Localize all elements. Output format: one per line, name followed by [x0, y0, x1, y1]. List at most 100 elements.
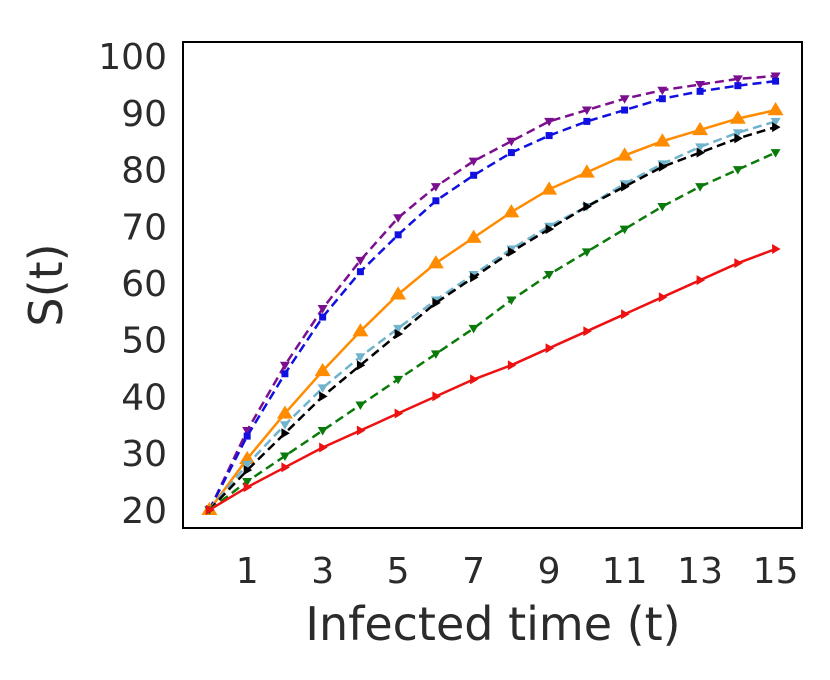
- data-point: [621, 106, 629, 114]
- data-point: [770, 149, 781, 158]
- data-point: [356, 425, 366, 436]
- series-red: [205, 243, 781, 515]
- data-point: [470, 374, 479, 385]
- data-point: [356, 360, 366, 371]
- data-point: [427, 255, 444, 269]
- data-point: [393, 214, 404, 223]
- y-axis-title: S(t): [19, 243, 73, 326]
- y-tick-label: 20: [121, 491, 167, 532]
- data-point: [732, 166, 743, 175]
- data-point: [770, 117, 781, 127]
- x-tick-label: 13: [677, 551, 723, 592]
- y-tick-label: 100: [98, 37, 167, 78]
- data-point: [355, 256, 366, 266]
- data-point: [319, 391, 328, 402]
- series-line: [208, 108, 776, 511]
- data-point: [394, 408, 404, 419]
- data-point: [317, 384, 328, 393]
- data-point: [470, 171, 478, 179]
- data-point: [770, 72, 781, 82]
- data-point: [432, 197, 440, 205]
- y-tick-label: 60: [121, 264, 167, 305]
- data-point: [430, 183, 441, 192]
- x-axis-title: Infected time (t): [305, 597, 680, 651]
- data-point: [281, 462, 290, 473]
- series-layer: [201, 72, 784, 516]
- data-point: [657, 86, 668, 96]
- data-point: [319, 313, 327, 321]
- series-line: [208, 151, 777, 511]
- x-tick-label: 15: [753, 551, 799, 592]
- data-point: [772, 122, 781, 133]
- data-point: [658, 161, 668, 172]
- data-point: [696, 147, 706, 158]
- data-point: [470, 272, 479, 283]
- data-point: [507, 149, 515, 157]
- x-tick-label: 5: [387, 551, 410, 592]
- series-line: [208, 79, 776, 511]
- data-point: [242, 477, 253, 487]
- data-point: [506, 137, 517, 147]
- data-point: [767, 102, 784, 116]
- data-point: [243, 482, 253, 493]
- data-point: [276, 405, 293, 419]
- x-tick-label: 9: [538, 551, 561, 592]
- x-tick-label: 3: [311, 551, 334, 592]
- data-point: [734, 82, 742, 90]
- data-point: [545, 224, 555, 235]
- data-point: [355, 353, 366, 362]
- data-point: [658, 292, 668, 303]
- data-point: [394, 231, 402, 239]
- y-tick-label: 80: [121, 151, 167, 192]
- data-point: [695, 183, 706, 192]
- data-point: [541, 181, 558, 195]
- data-point: [390, 286, 407, 300]
- data-point: [621, 309, 630, 320]
- data-point: [243, 465, 253, 476]
- data-point: [503, 204, 520, 218]
- data-point: [319, 442, 328, 453]
- series-line: [208, 125, 776, 511]
- data-point: [279, 421, 290, 430]
- data-point: [583, 201, 592, 212]
- data-point: [394, 329, 404, 340]
- data-point: [242, 460, 253, 470]
- data-point: [279, 361, 290, 371]
- data-point: [355, 401, 366, 410]
- data-point: [696, 275, 706, 286]
- data-point: [432, 297, 441, 308]
- data-point: [317, 426, 328, 436]
- data-point: [583, 326, 592, 337]
- data-point: [468, 157, 479, 167]
- data-point: [545, 343, 555, 354]
- data-point: [281, 428, 290, 439]
- data-point: [732, 75, 743, 84]
- data-point: [205, 504, 215, 515]
- series-purple: [204, 72, 781, 515]
- data-point: [695, 143, 706, 152]
- data-point: [621, 181, 630, 192]
- data-point: [468, 324, 479, 334]
- data-point: [696, 87, 704, 95]
- data-point: [545, 132, 553, 140]
- series-lightblue: [204, 117, 781, 515]
- series-orange: [201, 102, 784, 516]
- data-point: [729, 110, 746, 124]
- data-point: [393, 324, 404, 334]
- data-point: [734, 258, 743, 269]
- data-point: [432, 391, 441, 402]
- x-tick-label: 11: [602, 551, 648, 592]
- series-line: [208, 74, 776, 511]
- data-point: [393, 375, 404, 385]
- data-point: [581, 248, 592, 257]
- plot-frame: [182, 41, 803, 529]
- y-tick-label: 90: [121, 94, 167, 135]
- data-point: [692, 121, 709, 136]
- data-point: [314, 362, 331, 377]
- series-black: [205, 122, 781, 515]
- data-point: [243, 432, 251, 440]
- series-line: [208, 247, 777, 511]
- data-point: [544, 117, 555, 127]
- series-blue: [205, 77, 780, 514]
